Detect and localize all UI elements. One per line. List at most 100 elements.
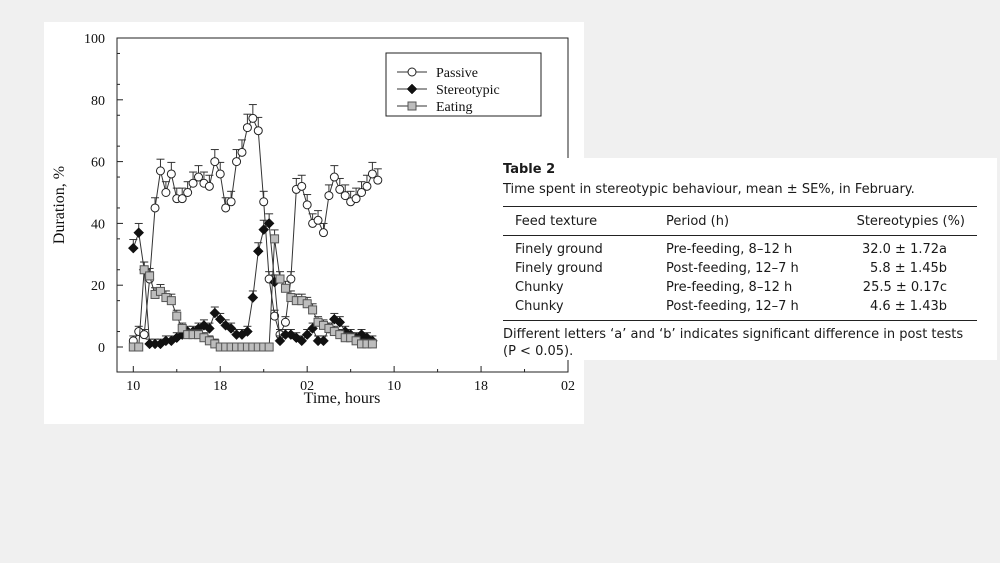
data-point bbox=[166, 169, 176, 179]
y-tick-label: 100 bbox=[84, 32, 105, 47]
data-point bbox=[183, 188, 193, 197]
data-point bbox=[301, 329, 313, 340]
table-footnote: Different letters ‘a’ and ‘b’ indicates … bbox=[503, 327, 964, 359]
data-point bbox=[308, 305, 318, 315]
table-header-rule bbox=[503, 235, 977, 236]
data-point bbox=[127, 242, 139, 254]
data-point bbox=[264, 342, 274, 352]
data-point bbox=[194, 172, 204, 182]
table-cell: Finely ground bbox=[515, 242, 603, 257]
data-point bbox=[188, 178, 198, 188]
data-point bbox=[139, 330, 149, 340]
x-tick-label: 18 bbox=[213, 379, 227, 394]
data-point bbox=[145, 271, 155, 281]
data-point bbox=[297, 181, 307, 191]
data-point bbox=[270, 234, 280, 244]
legend-marker-passive bbox=[407, 67, 417, 77]
data-point bbox=[237, 147, 247, 157]
data-point bbox=[258, 224, 270, 235]
table-cell: Chunky bbox=[515, 299, 564, 314]
table-cell: Post-feeding, 12–7 h bbox=[666, 261, 799, 276]
table-cell: 5.8 ± 1.45b bbox=[869, 261, 947, 276]
data-point bbox=[367, 169, 377, 179]
x-tick-label: 10 bbox=[387, 379, 401, 394]
series-line-passive bbox=[132, 117, 379, 342]
data-point bbox=[302, 200, 312, 210]
data-point bbox=[177, 323, 187, 333]
series-passive bbox=[128, 104, 383, 346]
data-point bbox=[155, 166, 165, 176]
data-point bbox=[209, 307, 221, 319]
table-header-feed-texture: Feed texture bbox=[515, 214, 598, 229]
data-point bbox=[248, 113, 258, 123]
series-eating bbox=[128, 229, 377, 352]
x-axis: 10 18 02 10 18 02 bbox=[126, 366, 575, 394]
data-point bbox=[139, 265, 149, 275]
data-point bbox=[313, 215, 323, 225]
legend-marker-stereotypic bbox=[406, 83, 418, 95]
table-bottom-rule bbox=[503, 320, 977, 321]
table-header-stereotypies: Stereotypies (%) bbox=[856, 214, 965, 229]
table-cell: 4.6 ± 1.43b bbox=[869, 299, 947, 314]
table-cell: Chunky bbox=[515, 280, 564, 295]
data-point bbox=[134, 342, 144, 352]
table-cell: 25.5 ± 0.17c bbox=[862, 280, 947, 295]
data-point bbox=[133, 227, 145, 239]
chart-panel: 0 20 40 60 80 100 10 18 02 10 18 02 Duration, % Ti… bbox=[44, 22, 584, 424]
y-tick-label: 40 bbox=[91, 217, 105, 232]
y-axis: 0 20 40 60 80 100 bbox=[84, 32, 123, 356]
table-caption: Time spent in stereotypic behaviour, mea… bbox=[503, 182, 915, 197]
table-cell: Post-feeding, 12–7 h bbox=[666, 299, 799, 314]
data-point bbox=[335, 184, 345, 194]
data-point bbox=[324, 191, 334, 201]
data-point bbox=[334, 316, 346, 328]
data-point bbox=[280, 317, 290, 327]
data-point bbox=[290, 332, 302, 344]
legend-label-eating: Eating bbox=[436, 100, 473, 115]
table-cell: Pre-feeding, 8–12 h bbox=[666, 242, 793, 257]
data-point bbox=[259, 197, 269, 207]
duration-chart: 0 20 40 60 80 100 10 18 02 10 18 02 Duration, % Ti… bbox=[51, 32, 575, 407]
data-point bbox=[204, 323, 215, 334]
data-point bbox=[210, 157, 220, 167]
data-point bbox=[373, 175, 383, 185]
x-axis-label: Time, hours bbox=[304, 390, 381, 407]
data-point bbox=[302, 299, 312, 309]
data-point bbox=[280, 283, 290, 293]
data-point bbox=[274, 335, 286, 347]
data-point bbox=[340, 191, 350, 201]
data-point bbox=[166, 296, 176, 306]
table-cell: Pre-feeding, 8–12 h bbox=[666, 280, 793, 295]
legend-label-passive: Passive bbox=[436, 66, 478, 81]
data-point bbox=[318, 228, 328, 238]
data-point bbox=[221, 203, 231, 213]
table-cell: Finely ground bbox=[515, 261, 603, 276]
data-point bbox=[155, 286, 165, 296]
table-header-period: Period (h) bbox=[666, 214, 730, 229]
data-point bbox=[225, 323, 237, 334]
data-point bbox=[242, 326, 253, 337]
data-point bbox=[214, 313, 226, 325]
data-point bbox=[215, 169, 225, 179]
y-axis-label: Duration, % bbox=[51, 166, 68, 244]
data-point bbox=[242, 123, 252, 133]
data-point bbox=[226, 197, 236, 207]
y-tick-label: 80 bbox=[91, 94, 105, 109]
data-point bbox=[362, 181, 372, 191]
data-point bbox=[204, 181, 214, 191]
data-point bbox=[286, 274, 296, 284]
data-point bbox=[296, 335, 308, 347]
table-title: Table 2 bbox=[503, 162, 556, 177]
series-layer bbox=[127, 104, 383, 352]
data-point bbox=[150, 203, 160, 213]
y-tick-label: 20 bbox=[91, 279, 105, 294]
y-tick-label: 60 bbox=[91, 156, 105, 171]
x-tick-label: 18 bbox=[474, 379, 488, 394]
legend: Passive Stereotypic Eating bbox=[385, 52, 542, 117]
data-point bbox=[357, 188, 367, 197]
data-point bbox=[232, 157, 242, 167]
x-tick-label: 10 bbox=[126, 379, 140, 394]
x-tick-label: 02 bbox=[300, 379, 314, 394]
table-panel: Table 2 Time spent in stereotypic behavi… bbox=[500, 158, 997, 360]
series-stereotypic bbox=[127, 213, 378, 350]
